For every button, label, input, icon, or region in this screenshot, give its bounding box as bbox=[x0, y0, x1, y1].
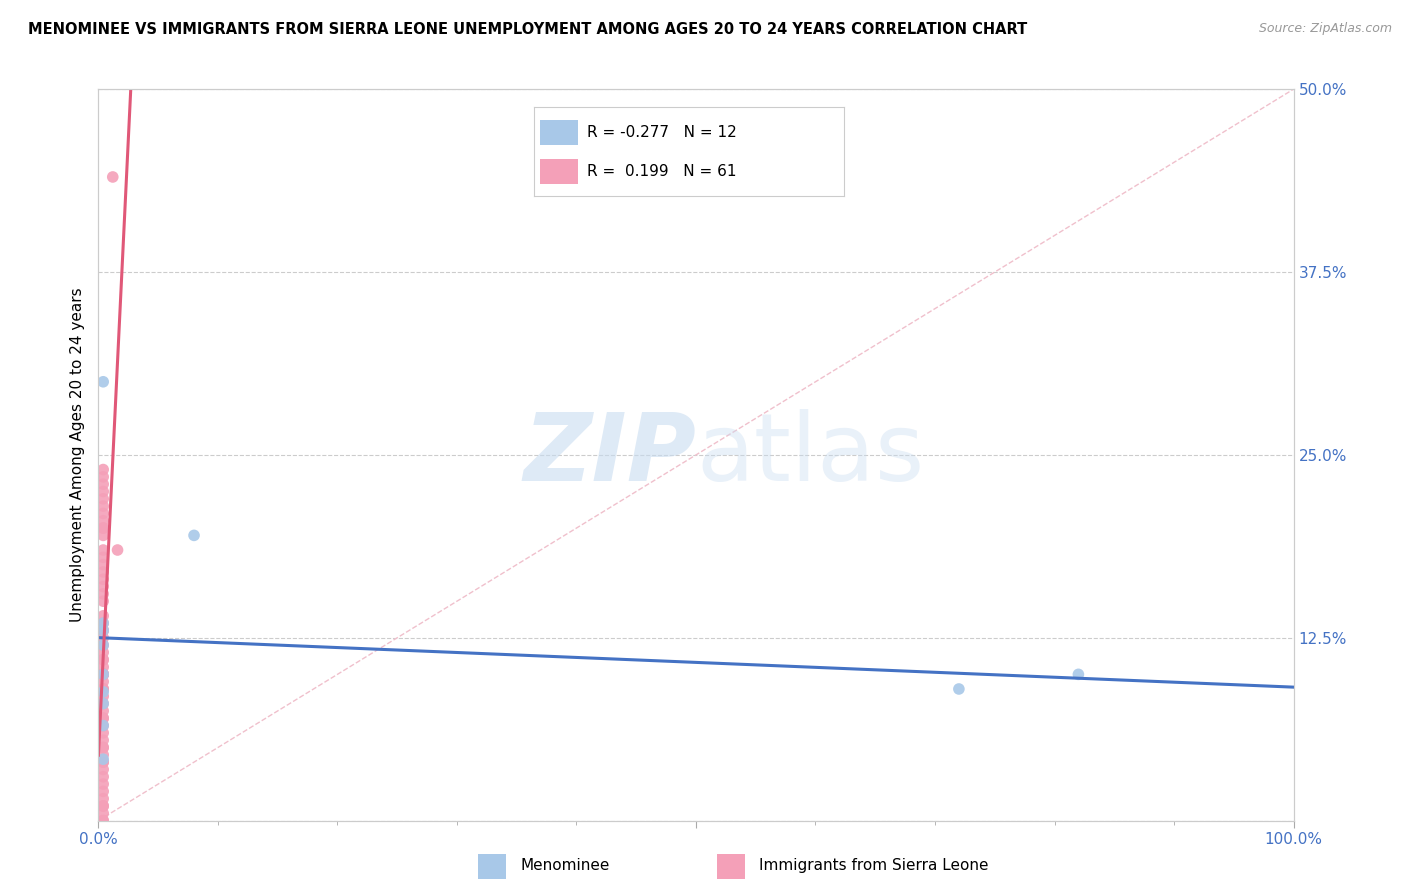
Point bbox=[91, 550, 114, 565]
Point bbox=[91, 697, 114, 711]
Point bbox=[183, 528, 205, 542]
Point bbox=[91, 484, 114, 499]
Point bbox=[91, 521, 114, 535]
Point bbox=[91, 491, 114, 506]
Point bbox=[91, 718, 114, 732]
Bar bbox=[540, 120, 578, 145]
Y-axis label: Unemployment Among Ages 20 to 24 years: Unemployment Among Ages 20 to 24 years bbox=[70, 287, 86, 623]
Point bbox=[91, 718, 114, 732]
Point bbox=[91, 755, 114, 769]
Point bbox=[91, 653, 114, 667]
Point bbox=[101, 169, 124, 184]
Point bbox=[91, 477, 114, 491]
Point bbox=[91, 638, 114, 652]
Point bbox=[91, 799, 114, 814]
Point bbox=[91, 375, 114, 389]
Point bbox=[91, 667, 114, 681]
Bar bbox=[540, 159, 578, 184]
Point bbox=[91, 594, 114, 608]
Point bbox=[91, 624, 114, 638]
Point bbox=[91, 740, 114, 755]
Point bbox=[91, 543, 114, 558]
Point bbox=[91, 638, 114, 652]
Point bbox=[91, 752, 114, 766]
Point bbox=[91, 784, 114, 798]
Point bbox=[91, 572, 114, 586]
Text: Immigrants from Sierra Leone: Immigrants from Sierra Leone bbox=[759, 858, 988, 872]
Point bbox=[91, 814, 114, 828]
Point bbox=[91, 514, 114, 528]
Text: Menominee: Menominee bbox=[520, 858, 610, 872]
Point bbox=[91, 667, 114, 681]
Point bbox=[91, 558, 114, 572]
Point bbox=[91, 791, 114, 805]
Point bbox=[91, 645, 114, 659]
Point bbox=[91, 631, 114, 645]
Point bbox=[91, 528, 114, 542]
Point bbox=[91, 690, 114, 704]
Point bbox=[91, 806, 114, 821]
Point bbox=[91, 499, 114, 513]
Point bbox=[91, 462, 114, 476]
Point bbox=[1067, 667, 1090, 681]
Point bbox=[91, 697, 114, 711]
Point bbox=[91, 681, 114, 696]
Point bbox=[91, 733, 114, 747]
Text: Source: ZipAtlas.com: Source: ZipAtlas.com bbox=[1258, 22, 1392, 36]
Point bbox=[91, 624, 114, 638]
Point bbox=[91, 616, 114, 631]
Point bbox=[91, 507, 114, 521]
Point bbox=[91, 667, 114, 681]
Point bbox=[91, 521, 114, 535]
Point bbox=[91, 799, 114, 814]
Point bbox=[91, 711, 114, 725]
Point bbox=[91, 624, 114, 638]
Point bbox=[948, 681, 970, 696]
Text: MENOMINEE VS IMMIGRANTS FROM SIERRA LEONE UNEMPLOYMENT AMONG AGES 20 TO 24 YEARS: MENOMINEE VS IMMIGRANTS FROM SIERRA LEON… bbox=[28, 22, 1028, 37]
Point bbox=[91, 681, 114, 696]
Point bbox=[91, 747, 114, 762]
Point bbox=[91, 770, 114, 784]
Point bbox=[91, 608, 114, 623]
Point bbox=[91, 777, 114, 791]
Point bbox=[91, 667, 114, 681]
Point bbox=[91, 667, 114, 681]
Point bbox=[91, 660, 114, 674]
Point bbox=[91, 470, 114, 484]
Point bbox=[91, 674, 114, 689]
Point bbox=[91, 616, 114, 631]
Point bbox=[91, 755, 114, 769]
Point bbox=[91, 740, 114, 755]
Text: ZIP: ZIP bbox=[523, 409, 696, 501]
Text: R =  0.199   N = 61: R = 0.199 N = 61 bbox=[586, 164, 737, 178]
Text: atlas: atlas bbox=[696, 409, 924, 501]
Text: R = -0.277   N = 12: R = -0.277 N = 12 bbox=[586, 125, 737, 139]
Bar bbox=[478, 855, 506, 879]
Point bbox=[91, 726, 114, 740]
Point bbox=[91, 711, 114, 725]
Point bbox=[91, 685, 114, 699]
Point bbox=[91, 763, 114, 777]
Point bbox=[107, 543, 129, 558]
Point bbox=[91, 565, 114, 579]
Point bbox=[91, 587, 114, 601]
Point bbox=[91, 653, 114, 667]
Point bbox=[91, 814, 114, 828]
Point bbox=[91, 580, 114, 594]
Bar bbox=[717, 855, 745, 879]
Point bbox=[91, 704, 114, 718]
